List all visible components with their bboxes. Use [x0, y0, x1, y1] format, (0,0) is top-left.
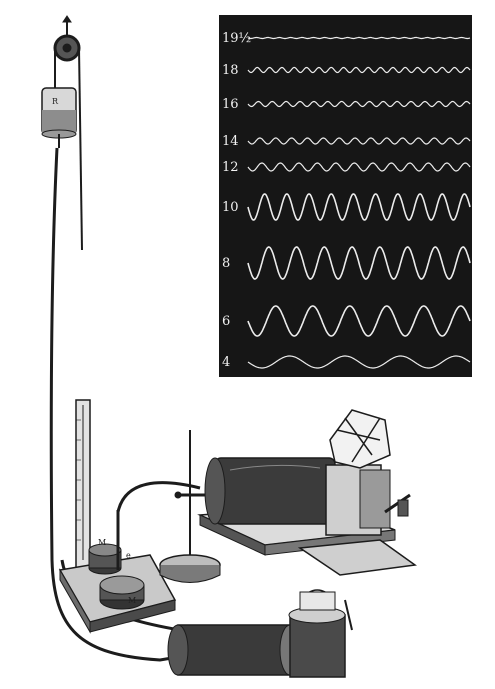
trace-label: 14	[222, 134, 239, 149]
kymograph-trace-labels: 19½ 18 16 14 12 10 8 6 4	[222, 31, 251, 370]
kymograph-panel: 19½ 18 16 14 12 10 8 6 4	[219, 15, 472, 377]
trace-label: 16	[222, 97, 239, 112]
trace-label: 4	[222, 355, 230, 370]
reservoir-2-label: M	[128, 596, 136, 605]
trace-wave	[247, 246, 471, 280]
kymograph-traces	[247, 36, 471, 369]
kymograph-machine	[197, 409, 417, 576]
trace-label: 18	[222, 63, 239, 78]
trace-wave	[247, 355, 471, 369]
retort-stand	[159, 430, 221, 583]
pulley-weight-label: R	[52, 97, 59, 106]
trace-label: 12	[222, 160, 239, 175]
reservoir-1-label: M	[98, 538, 106, 547]
rubber-tube-main	[49, 147, 191, 662]
valve-label: e	[126, 551, 131, 560]
trace-wave	[247, 305, 471, 337]
trace-label: 19½	[222, 31, 251, 46]
trace-wave	[247, 162, 471, 172]
trace-label: 10	[222, 200, 239, 215]
trace-wave	[247, 100, 471, 108]
trace-label: 8	[222, 256, 230, 271]
pulley-assembly: R	[41, 15, 83, 251]
trace-label: 6	[222, 314, 230, 329]
reservoir-base: M M e	[58, 510, 177, 634]
trace-wave	[247, 36, 471, 40]
trace-wave	[247, 193, 471, 221]
motor-cylinder	[167, 589, 353, 678]
trace-wave	[247, 66, 471, 74]
manometer	[75, 399, 91, 569]
connecting-tube	[116, 481, 201, 513]
trace-wave	[247, 137, 471, 145]
